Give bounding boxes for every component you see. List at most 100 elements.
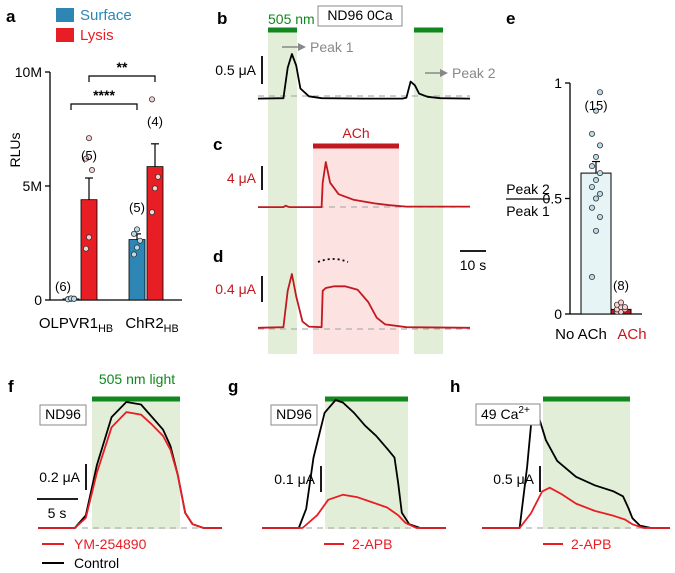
panel-e-ytick-label: 0.5 — [543, 191, 563, 207]
legend-lysis-swatch — [56, 28, 74, 42]
panel-letter-b: b — [217, 9, 227, 28]
panel-a-point — [133, 226, 140, 233]
panel-f-light-label: 505 nm light — [99, 371, 175, 387]
panel-h: 49 Ca2+ 0.5 μA 2-APB — [475, 396, 670, 552]
panel-d-dotted-top — [317, 258, 349, 263]
panel-a-point — [133, 244, 140, 251]
light-label: 505 nm — [268, 11, 315, 27]
panel-b: 505 nm ND96 0Ca Peak 1 Peak 2 0.5 μA — [215, 5, 496, 100]
panel-a-ytick-label: 0 — [34, 292, 42, 308]
panel-e-point — [593, 195, 600, 202]
panel-a-point — [154, 173, 161, 180]
panel-e-point — [589, 163, 596, 170]
panel-c: ACh 4 μA — [227, 125, 470, 208]
panel-e-category-no-ach: No ACh — [555, 326, 607, 343]
panel-b-scale-label: 0.5 μA — [215, 62, 256, 78]
panel-g-trace-drug — [262, 493, 446, 529]
panel-f-solution-label: ND96 — [45, 406, 81, 422]
panel-e-category-ach: ACh — [617, 326, 646, 343]
panel-e-point — [593, 153, 600, 160]
panel-e-ytick-label: 1 — [554, 75, 562, 91]
panel-letter-g: g — [228, 377, 238, 396]
panel-letter-d: d — [213, 247, 223, 266]
panel-a-n-label: (4) — [147, 114, 163, 129]
panel-a-point — [86, 234, 93, 241]
panel-e-n-label: (15) — [584, 98, 607, 113]
ach-shade — [313, 146, 399, 354]
panel-f-solution-label-box — [39, 404, 87, 426]
panel-d: 0.4 μA 10 s — [215, 250, 486, 330]
panel-a-n-label: (5) — [81, 148, 97, 163]
panel-a-point — [151, 185, 158, 192]
panel-h-light-shade — [543, 398, 630, 529]
panel-e: 0 0.5 1 Peak 2 Peak 1 (15) (8) No ACh ACh — [506, 75, 647, 343]
panel-g-solution-label: ND96 — [276, 406, 312, 422]
light-shade-1 — [268, 32, 297, 354]
panel-e-point — [618, 299, 625, 306]
panel-a-point — [130, 251, 137, 258]
panel-e-point — [589, 274, 596, 281]
panel-a-point — [86, 135, 93, 142]
panel-e-point — [597, 170, 604, 177]
panel-a-category-label: OLPVR1HB — [39, 315, 113, 335]
panel-e-point — [597, 89, 604, 96]
panel-h-scale-label: 0.5 μA — [493, 471, 534, 487]
panel-letter-a: a — [6, 7, 16, 26]
panel-g-legend-red: 2-APB — [352, 536, 392, 552]
panel-f-trace-drug — [38, 411, 222, 529]
panel-f-legend-red: YM-254890 — [74, 536, 147, 552]
panel-e-n-label: (8) — [613, 278, 629, 293]
panel-f-legend-black: Control — [74, 555, 119, 571]
panel-b-trace — [257, 53, 471, 100]
panel-f-time-label: 5 s — [48, 505, 67, 521]
panel-g: ND96 0.1 μA 2-APB — [262, 396, 446, 552]
panel-a-n-label: (5) — [129, 200, 145, 215]
panel-g-trace-control — [262, 399, 446, 529]
panel-g-scale-label: 0.1 μA — [274, 471, 315, 487]
panel-d-time-label: 10 s — [460, 257, 486, 273]
panel-a-point — [148, 96, 155, 103]
panel-e-point — [622, 304, 629, 311]
panel-a-category-label: ChR2HB — [125, 315, 178, 335]
panel-e-point — [597, 213, 604, 220]
panel-a-marks: (6) (5) (5) (4) ****** — [55, 59, 164, 303]
peak1-label: Peak 1 — [310, 39, 354, 55]
panel-a-point — [148, 209, 155, 216]
panel-c-trace — [258, 161, 470, 208]
peak1-arrow-head — [298, 43, 306, 51]
panel-e-ytick-label: 0 — [554, 306, 562, 322]
panel-h-solution-label-box — [475, 403, 541, 426]
panel-letter-c: c — [213, 135, 222, 154]
panel-e-ylabel-den: Peak 1 — [506, 203, 550, 219]
panel-letter-e: e — [506, 9, 515, 28]
panel-e-bar — [580, 172, 612, 315]
panel-e-point — [597, 142, 604, 149]
panel-f: 505 nm light ND96 0.2 μA 5 s YM-254890 Contro… — [37, 371, 222, 571]
panel-a-point — [71, 295, 78, 302]
panel-f-scale-label: 0.2 μA — [39, 469, 80, 485]
panel-e-point — [597, 190, 604, 197]
panel-d-scale-label: 0.4 μA — [215, 281, 256, 297]
panel-a-point — [89, 167, 96, 174]
panel-a-point — [136, 237, 143, 244]
panel-a-ylabel: RLUs — [7, 132, 23, 167]
panel-a: Surface Lysis 0 5M 10M OLPVR1HB ChR2HB (6) (5… — [7, 7, 182, 335]
panel-a-point — [83, 245, 90, 252]
solution-label-b: ND96 0Ca — [327, 7, 393, 23]
panel-letter-f: f — [8, 377, 14, 396]
panel-a-significance-label: **** — [93, 87, 115, 103]
panel-a-significance-label: ** — [117, 59, 128, 75]
panel-d-trace — [257, 273, 471, 329]
panel-a-point — [83, 155, 90, 162]
panel-letter-h: h — [450, 377, 460, 396]
panel-h-trace-drug — [482, 486, 670, 529]
legend-lysis-label: Lysis — [80, 27, 114, 44]
bcd-shading — [268, 32, 443, 354]
legend-surface-label: Surface — [80, 7, 132, 24]
panel-a-ytick-label: 10M — [15, 64, 42, 80]
ach-label: ACh — [342, 125, 369, 141]
panel-a-significance-bracket — [88, 75, 156, 82]
panel-a-n-label: (6) — [55, 279, 71, 294]
panel-g-light-shade — [325, 398, 408, 529]
